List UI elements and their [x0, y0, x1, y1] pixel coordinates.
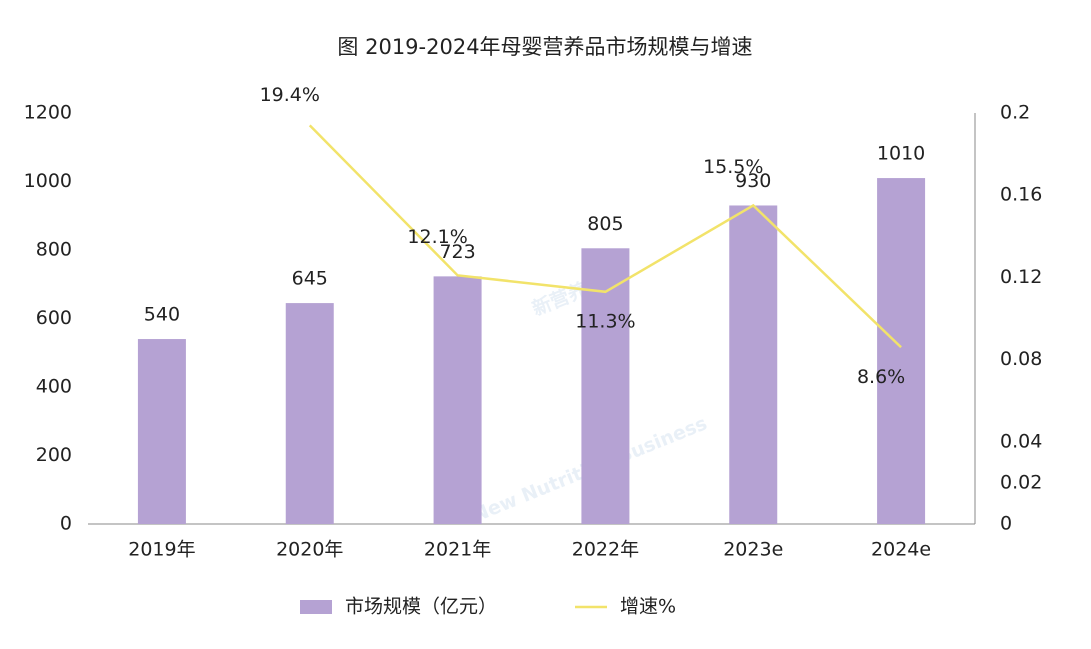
y-tick-label: 1000 [24, 170, 72, 192]
y2-tick-label: 0.2 [1000, 102, 1030, 124]
y-tick-label: 1200 [24, 102, 72, 124]
y-tick-label: 0 [60, 513, 72, 535]
y2-tick-label: 0 [1000, 513, 1012, 535]
x-tick-label: 2020年 [276, 539, 343, 561]
y-tick-label: 200 [36, 444, 72, 466]
bar-value-label: 723 [439, 241, 475, 263]
bar [433, 276, 482, 524]
x-tick-label: 2022年 [572, 539, 639, 561]
line-value-label: 19.4% [260, 84, 320, 106]
bar [137, 339, 186, 524]
y2-tick-label: 0.08 [1000, 348, 1042, 370]
legend-swatch [300, 600, 332, 614]
bar-value-label: 1010 [877, 143, 925, 165]
bar [729, 205, 778, 524]
y-tick-label: 800 [36, 239, 72, 261]
line-value-label: 11.3% [575, 310, 635, 332]
chart-title: 图 2019-2024年母婴营养品市场规模与增速 [337, 35, 752, 59]
y2-tick-label: 0.16 [1000, 184, 1042, 206]
x-tick-label: 2021年 [424, 539, 491, 561]
legend-label: 市场规模（亿元） [345, 596, 497, 618]
bar [581, 248, 630, 524]
x-tick-label: 2019年 [128, 539, 195, 561]
x-tick-label: 2024e [871, 539, 931, 561]
bar-value-label: 540 [144, 304, 180, 326]
y-tick-label: 400 [36, 376, 72, 398]
bar-value-label: 645 [292, 268, 328, 290]
y2-tick-label: 0.04 [1000, 430, 1042, 452]
bar-value-label: 930 [735, 170, 771, 192]
bar-value-label: 805 [587, 213, 623, 235]
line-value-label: 15.5% [703, 156, 763, 178]
y2-tick-label: 0.02 [1000, 471, 1042, 493]
legend-label: 增速% [620, 596, 676, 618]
y-tick-label: 600 [36, 307, 72, 329]
bar [285, 303, 334, 524]
line-value-label: 12.1% [407, 226, 467, 248]
bar [877, 178, 926, 524]
line-value-label: 8.6% [857, 366, 905, 388]
x-tick-label: 2023e [723, 539, 783, 561]
line [308, 124, 902, 349]
y2-tick-label: 0.12 [1000, 266, 1042, 288]
